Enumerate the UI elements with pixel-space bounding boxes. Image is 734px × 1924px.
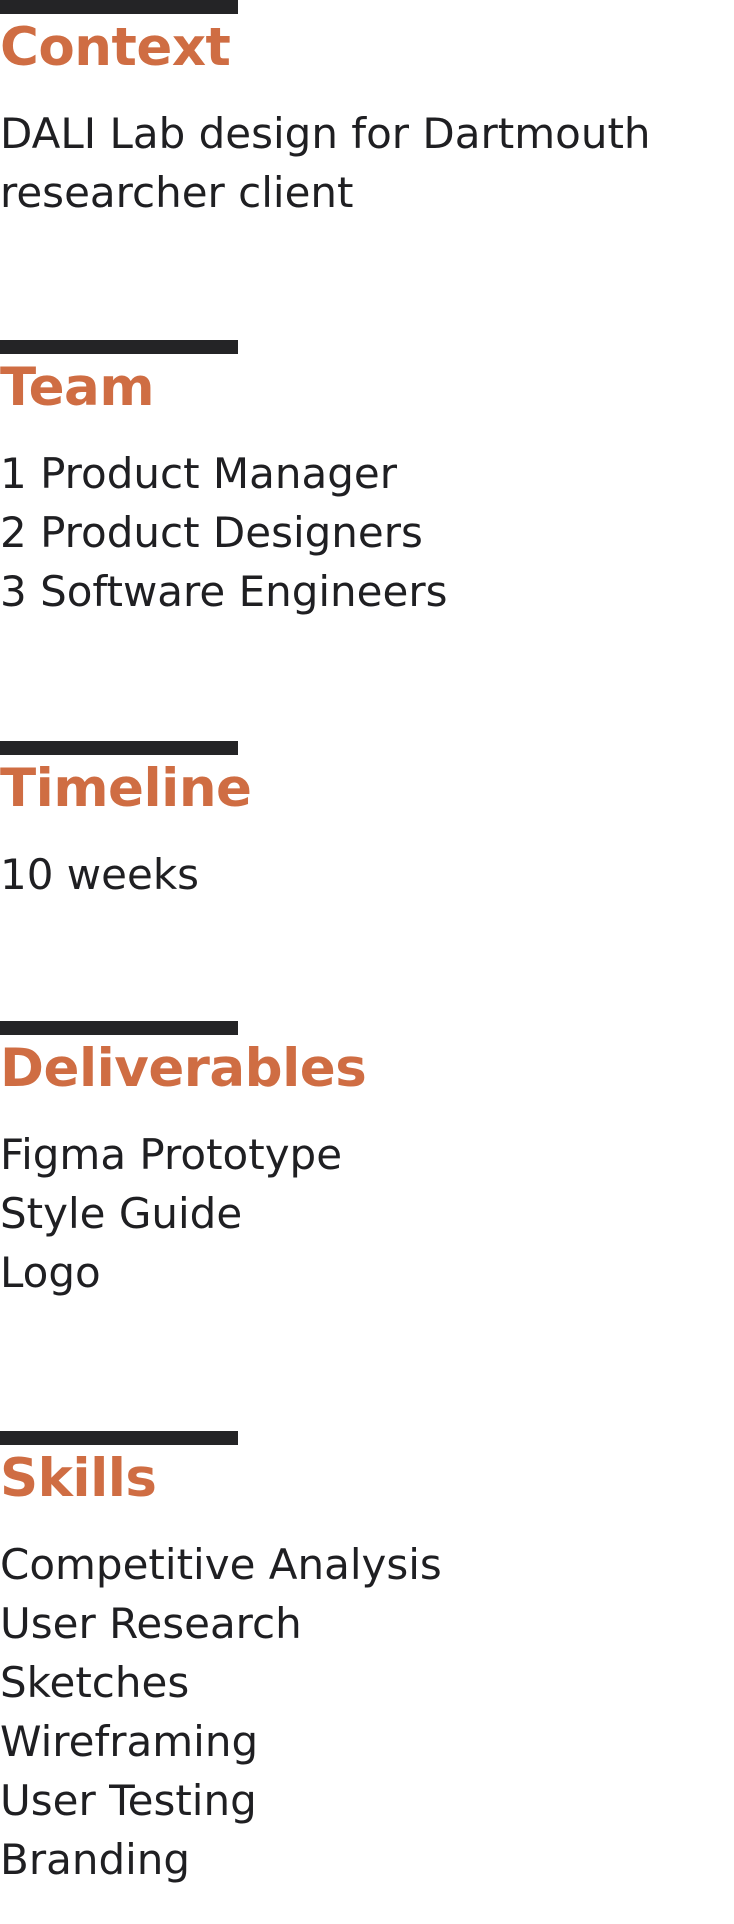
team-section: Team 1 Product Manager 2 Product Designe… bbox=[0, 340, 734, 621]
deliverable-item: Logo bbox=[0, 1248, 101, 1297]
section-divider bbox=[0, 741, 238, 755]
skill-item: User Research bbox=[0, 1599, 302, 1648]
skill-item: Sketches bbox=[0, 1658, 190, 1707]
skill-item: Branding bbox=[0, 1835, 191, 1884]
team-item: 1 Product Manager bbox=[0, 449, 397, 498]
section-divider bbox=[0, 1021, 238, 1035]
team-list: 1 Product Manager 2 Product Designers 3 … bbox=[0, 444, 734, 621]
deliverable-item: Figma Prototype bbox=[0, 1130, 343, 1179]
timeline-section: Timeline 10 weeks bbox=[0, 741, 734, 904]
deliverables-section: Deliverables Figma Prototype Style Guide… bbox=[0, 1021, 734, 1302]
team-item: 3 Software Engineers bbox=[0, 567, 448, 616]
skill-item: Wireframing bbox=[0, 1717, 259, 1766]
timeline-body: 10 weeks bbox=[0, 845, 734, 904]
skills-list: Competitive Analysis User Research Sketc… bbox=[0, 1535, 734, 1889]
deliverables-list: Figma Prototype Style Guide Logo bbox=[0, 1125, 734, 1302]
timeline-value: 10 weeks bbox=[0, 850, 200, 899]
section-heading-timeline: Timeline bbox=[0, 758, 252, 819]
section-heading-context: Context bbox=[0, 17, 231, 78]
skills-section: Skills Competitive Analysis User Researc… bbox=[0, 1431, 734, 1889]
context-body: DALI Lab design for Dartmouth researcher… bbox=[0, 104, 734, 222]
skill-item: Competitive Analysis bbox=[0, 1540, 442, 1589]
team-item: 2 Product Designers bbox=[0, 508, 423, 557]
section-heading-team: Team bbox=[0, 357, 155, 418]
skill-item: User Testing bbox=[0, 1776, 257, 1825]
section-divider bbox=[0, 340, 238, 354]
context-section: Context DALI Lab design for Dartmouth re… bbox=[0, 0, 734, 222]
context-line: researcher client bbox=[0, 168, 354, 217]
context-line: DALI Lab design for Dartmouth bbox=[0, 109, 651, 158]
section-divider bbox=[0, 1431, 238, 1445]
section-divider bbox=[0, 0, 238, 14]
deliverable-item: Style Guide bbox=[0, 1189, 243, 1238]
section-heading-deliverables: Deliverables bbox=[0, 1038, 367, 1099]
section-heading-skills: Skills bbox=[0, 1448, 157, 1509]
